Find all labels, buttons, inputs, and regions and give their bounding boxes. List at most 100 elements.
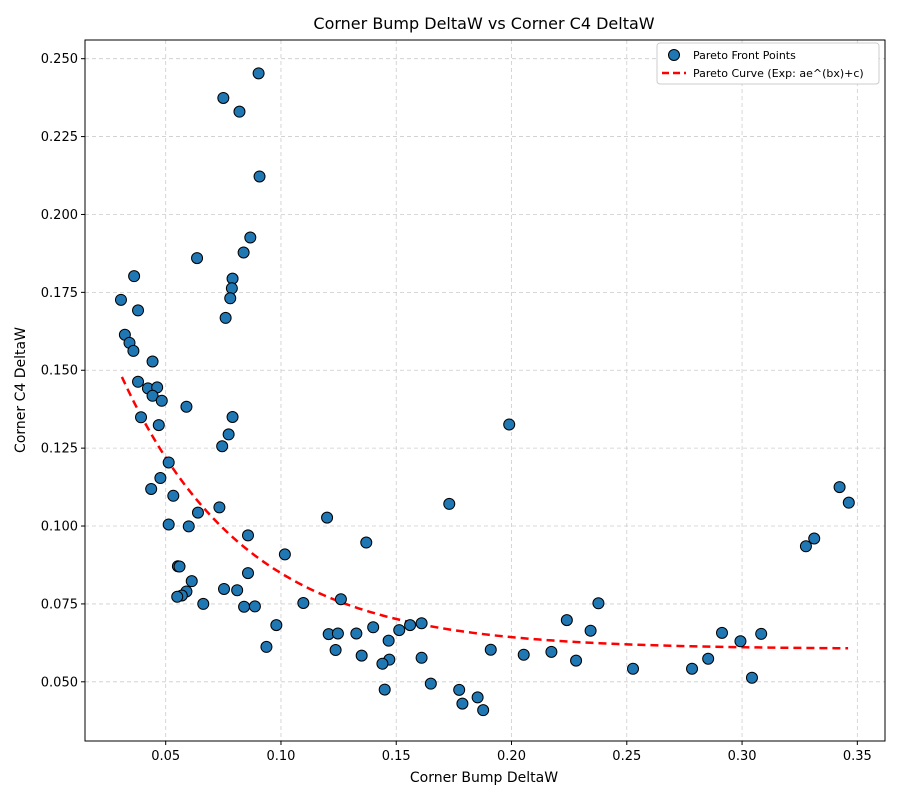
pareto-point [146, 355, 159, 368]
y-tick-label: 0.225 [41, 130, 78, 145]
x-axis-label: Corner Bump DeltaW [410, 770, 558, 786]
pareto-point [216, 440, 229, 453]
pareto-point [182, 520, 195, 533]
pareto-point [799, 540, 812, 553]
pareto-point [226, 410, 239, 423]
pareto-point [321, 511, 334, 524]
pareto-point [180, 400, 193, 413]
pareto-point [218, 582, 231, 595]
pareto-point [162, 456, 175, 469]
pareto-point [350, 627, 363, 640]
pareto-point [152, 419, 165, 432]
y-tick-label: 0.250 [41, 52, 78, 67]
pareto-point [244, 231, 257, 244]
pareto-point [484, 643, 497, 656]
pareto-point [233, 105, 246, 118]
axis-ticks: 0.05 0.10 0.15 0.20 0.25 0.30 0.35 0.050 0.075 0.… [41, 52, 872, 764]
pareto-point [252, 67, 265, 80]
legend-label-curve: Pareto Curve (Exp: ae^(bx)+c) [693, 67, 864, 80]
x-tick-label: 0.30 [728, 749, 757, 764]
y-tick-label: 0.150 [41, 364, 78, 379]
pareto-point [584, 624, 597, 637]
pareto-point [154, 472, 167, 485]
pareto-point [278, 548, 291, 561]
y-tick-label: 0.050 [41, 675, 78, 690]
curve-layer [120, 376, 849, 650]
pareto-point [127, 344, 140, 357]
pareto-point [128, 270, 141, 283]
x-tick-label: 0.25 [612, 749, 641, 764]
pareto-point [686, 662, 699, 675]
pareto-point [404, 619, 417, 632]
plot-area-frame [84, 39, 886, 742]
pareto-point [167, 489, 180, 502]
pareto-point [382, 634, 395, 647]
pareto-point [270, 619, 283, 632]
y-tick-label: 0.125 [41, 442, 78, 457]
pareto-point [833, 481, 846, 494]
pareto-point [222, 428, 235, 441]
legend: Pareto Front Points Pareto Curve (Exp: a… [656, 42, 880, 85]
pareto-point [415, 651, 428, 664]
pareto-point [627, 662, 640, 675]
pareto-point [242, 529, 254, 542]
chart-title: Corner Bump DeltaW vs Corner C4 DeltaW [313, 14, 654, 33]
pareto-point [367, 621, 380, 634]
y-tick-label: 0.200 [41, 208, 78, 223]
pareto-point [231, 584, 244, 597]
pareto-point [560, 614, 573, 627]
pareto-point [219, 311, 232, 324]
pareto-point [443, 497, 456, 510]
pareto-point [297, 596, 310, 609]
pareto-point [376, 657, 389, 670]
pareto-point [842, 496, 855, 509]
pareto-point [755, 627, 768, 640]
legend-box [656, 42, 880, 85]
pareto-point [716, 626, 728, 639]
pareto-point [331, 627, 344, 640]
pareto-point [191, 252, 204, 265]
pareto-point [393, 624, 406, 637]
pareto-point [238, 600, 251, 613]
pareto-point [360, 536, 373, 549]
x-tick-label: 0.05 [151, 749, 180, 764]
y-axis-label: Corner C4 DeltaW [13, 327, 29, 453]
pareto-point [471, 691, 484, 704]
y-tick-label: 0.175 [41, 286, 78, 301]
x-tick-label: 0.35 [843, 749, 872, 764]
pareto-point [114, 293, 127, 306]
pareto-point [808, 532, 821, 545]
pareto-point [329, 644, 342, 657]
pareto-point [225, 282, 238, 295]
pareto-point [248, 600, 261, 613]
pareto-point [702, 652, 715, 665]
pareto-point [224, 292, 237, 305]
pareto-point [570, 654, 583, 667]
pareto-point [592, 597, 605, 610]
pareto-point [424, 677, 437, 690]
pareto-point [355, 649, 368, 662]
pareto-point [517, 648, 530, 661]
pareto-point [503, 418, 516, 431]
pareto-point [197, 597, 210, 610]
pareto-point [173, 560, 186, 573]
pareto-point [162, 518, 175, 531]
x-tick-label: 0.15 [382, 749, 411, 764]
pareto-point [191, 506, 204, 519]
pareto-point [253, 170, 266, 183]
pareto-point [132, 304, 145, 317]
pareto-point [734, 635, 747, 648]
pareto-point [213, 501, 226, 514]
pareto-point [145, 482, 158, 495]
pareto-point [155, 394, 168, 407]
pareto-point [745, 671, 758, 684]
pareto-point [242, 567, 254, 580]
legend-marker-points [668, 49, 680, 61]
x-tick-label: 0.20 [497, 749, 526, 764]
legend-label-points: Pareto Front Points [693, 49, 796, 62]
pareto-point [334, 593, 347, 606]
pareto-point [453, 683, 466, 696]
y-tick-label: 0.100 [41, 520, 78, 535]
pareto-point [171, 590, 184, 603]
